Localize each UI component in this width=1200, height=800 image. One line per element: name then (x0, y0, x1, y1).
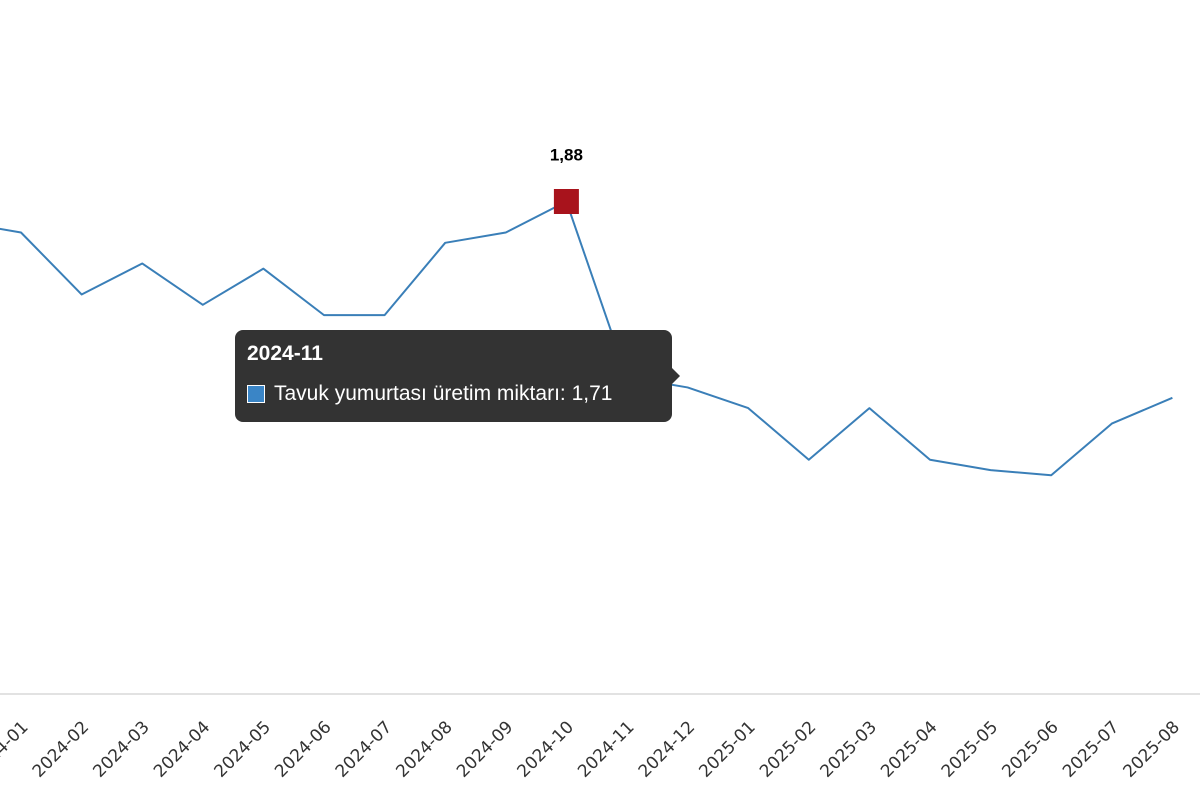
x-tick-label-2024-05: 2024-05 (211, 717, 275, 781)
series-swatch-icon (247, 385, 265, 403)
x-tick-label-2025-04: 2025-04 (877, 717, 941, 781)
data-point-2025-07[interactable] (1106, 418, 1118, 430)
data-point-2025-05[interactable] (985, 464, 997, 476)
data-point-2025-03[interactable] (863, 402, 875, 414)
data-point-2025-06[interactable] (1045, 469, 1057, 481)
tooltip-caret (672, 368, 680, 384)
x-tick-label-2024-11: 2024-11 (574, 717, 638, 781)
x-tick-label-2024-10: 2024-10 (514, 717, 578, 781)
data-point-2024-06[interactable] (318, 309, 330, 321)
peak-marker[interactable] (553, 189, 579, 214)
x-tick-label-2024-01: 2024-01 (0, 717, 33, 781)
data-point-2025-02[interactable] (803, 454, 815, 466)
data-point-2024-01[interactable] (15, 226, 27, 238)
x-tick-label-2024-07: 2024-07 (332, 717, 396, 781)
x-tick-label-2025-02: 2025-02 (756, 717, 820, 781)
data-point-2024-12[interactable] (682, 381, 694, 393)
data-tooltip: 2024-11 Tavuk yumurtası üretim miktarı: … (235, 330, 680, 422)
data-point-2024-04[interactable] (197, 299, 209, 311)
x-tick-label-2024-02: 2024-02 (29, 717, 93, 781)
tooltip-body: Tavuk yumurtası üretim miktarı: 1,71 (247, 382, 660, 406)
data-point-2025-08[interactable] (1166, 392, 1178, 404)
x-tick-label-2024-06: 2024-06 (271, 717, 335, 781)
data-point-2024-05[interactable] (257, 263, 269, 275)
x-tick-label-2025-06: 2025-06 (998, 717, 1062, 781)
x-tick-label-2024-08: 2024-08 (392, 717, 456, 781)
x-tick-label-2025-05: 2025-05 (938, 717, 1002, 781)
data-point-2024-03[interactable] (136, 257, 148, 269)
x-tick-label-2025-07: 2025-07 (1059, 717, 1123, 781)
x-tick-label-2025-03: 2025-03 (817, 717, 881, 781)
x-tick-label-2024-04: 2024-04 (150, 717, 214, 781)
data-point-2024-02[interactable] (76, 288, 88, 300)
x-tick-label-2025-01: 2025-01 (695, 717, 759, 781)
peak-value-label: 1,88 (550, 146, 583, 165)
data-point-2024-08[interactable] (439, 237, 451, 249)
tooltip-value-text: Tavuk yumurtası üretim miktarı: 1,71 (274, 382, 613, 405)
x-axis-tick-labels: 2023-122024-012024-022024-032024-042024-… (0, 717, 1184, 781)
x-tick-label-2024-09: 2024-09 (453, 717, 517, 781)
data-point-2024-07[interactable] (379, 309, 391, 321)
x-tick-label-2024-03: 2024-03 (89, 717, 153, 781)
data-point-2024-09[interactable] (500, 226, 512, 238)
x-tick-label-2024-12: 2024-12 (635, 717, 699, 781)
marker-layer: 1,88 (550, 146, 634, 384)
x-tick-label-2025-08: 2025-08 (1120, 717, 1184, 781)
tooltip-title: 2024-11 (247, 342, 323, 365)
data-point-2025-04[interactable] (924, 454, 936, 466)
data-point-2025-01[interactable] (742, 402, 754, 414)
